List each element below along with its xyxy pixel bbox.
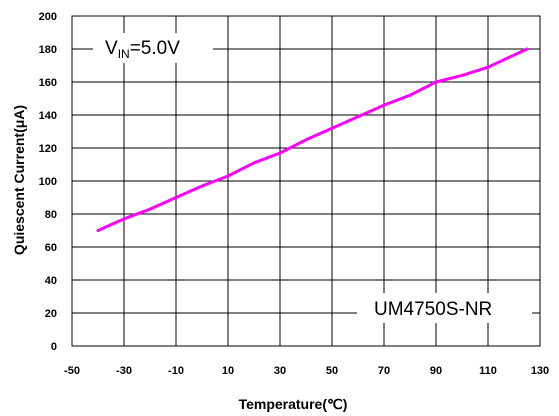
x-tick-label: 70: [378, 365, 390, 377]
part-number-box: [357, 293, 532, 323]
series-point: [252, 161, 256, 165]
y-tick-label: 180: [39, 44, 57, 56]
x-tick-label: 90: [430, 365, 442, 377]
x-tick-label: 130: [531, 365, 549, 377]
series-point: [434, 80, 438, 84]
x-tick-label: 110: [479, 365, 497, 377]
y-tick-label: 200: [39, 11, 57, 23]
vin-prefix: V: [105, 38, 118, 59]
vin-subscript: IN: [118, 47, 130, 61]
series-points: [96, 47, 529, 232]
y-tick-label: 160: [39, 77, 57, 89]
series-point: [174, 196, 178, 199]
series-point: [200, 184, 204, 188]
vin-annotation-box: [93, 33, 213, 63]
series-point: [382, 103, 386, 107]
y-axis-title: Quiescent Current(μA): [11, 105, 27, 255]
x-tick-label: -50: [64, 365, 80, 377]
x-tick-label: 50: [326, 365, 338, 377]
x-tick-label: 10: [222, 365, 234, 377]
y-tick-label: 120: [39, 143, 57, 155]
series-point: [304, 138, 308, 142]
x-tick-labels: -50 -30 -10 10 30 50 70 90 110 130: [64, 365, 549, 377]
series-point: [226, 174, 230, 178]
series-point: [460, 73, 464, 77]
x-tick-label: 30: [274, 365, 286, 377]
x-tick-label: -10: [168, 365, 184, 377]
series-point: [486, 65, 490, 69]
y-tick-label: 60: [45, 242, 57, 254]
series-point: [525, 47, 529, 51]
series-point: [278, 151, 282, 155]
x-axis-title: Temperature(℃): [239, 396, 348, 412]
plot-frame: [71, 15, 541, 347]
vin-annotation: VIN=5.0V: [105, 38, 180, 61]
series-point: [148, 207, 152, 211]
y-tick-label: 20: [45, 308, 57, 320]
part-number-label: UM4750S-NR: [374, 299, 492, 320]
series-point: [122, 217, 126, 221]
y-tick-labels: 0 20 40 60 80 100 120 140 160 180 200: [39, 11, 57, 353]
y-tick-label: 0: [51, 341, 57, 353]
y-tick-label: 100: [39, 176, 57, 188]
series-point: [356, 115, 360, 119]
series-point: [330, 126, 334, 130]
x-tick-label: -30: [116, 365, 132, 377]
series-point: [408, 93, 412, 97]
vin-value: =5.0V: [130, 38, 181, 59]
y-tick-label: 140: [39, 110, 57, 122]
y-tick-label: 80: [45, 209, 57, 221]
y-tick-label: 40: [45, 275, 57, 287]
series-point: [96, 229, 100, 232]
